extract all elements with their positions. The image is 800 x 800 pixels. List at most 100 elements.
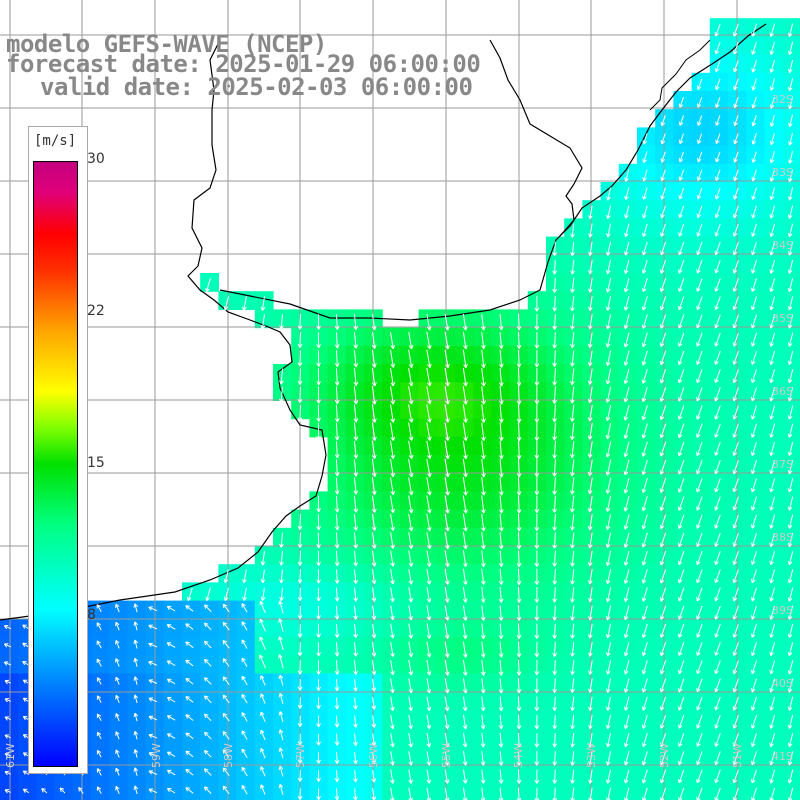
wind-arrow — [390, 495, 396, 514]
wind-arrow — [334, 550, 340, 567]
wind-arrow — [166, 751, 176, 758]
wind-arrow — [714, 714, 721, 729]
wind-arrow — [605, 605, 612, 621]
wind-arrow — [787, 241, 794, 256]
longitude-label: 54W — [512, 743, 525, 768]
wind-arrow — [696, 587, 703, 602]
wind-arrow — [516, 568, 522, 585]
wind-arrow — [516, 714, 522, 730]
wind-arrow — [498, 477, 504, 496]
wind-arrow — [133, 785, 139, 795]
latitude-label: 37S — [772, 458, 793, 471]
wind-arrow — [426, 313, 432, 331]
wind-arrow — [408, 659, 414, 676]
wind-arrow — [390, 349, 396, 368]
wind-arrow — [787, 769, 794, 784]
wind-arrow — [534, 440, 540, 459]
wind-arrow — [641, 605, 648, 620]
wind-arrow — [732, 314, 739, 329]
wind-arrow — [660, 151, 666, 163]
wind-arrow — [552, 259, 558, 275]
wind-arrow — [498, 513, 504, 532]
wind-arrow — [426, 495, 432, 514]
wind-arrow — [444, 532, 450, 550]
wind-arrow — [641, 350, 648, 366]
wind-arrow — [241, 766, 248, 777]
wind-arrow — [534, 459, 540, 477]
wind-arrow — [751, 260, 757, 274]
wind-arrow — [480, 696, 486, 712]
wind-arrow — [659, 478, 667, 493]
wind-arrow — [769, 296, 776, 311]
wind-arrow — [462, 696, 468, 712]
wind-arrow — [534, 550, 540, 567]
wind-arrow — [353, 697, 358, 710]
wind-arrow — [587, 514, 593, 531]
wind-arrow — [570, 532, 575, 549]
wind-arrow — [353, 459, 359, 477]
wind-arrow — [570, 223, 575, 238]
wind-arrow — [166, 642, 176, 648]
wind-arrow — [278, 747, 284, 759]
wind-arrow — [659, 769, 667, 784]
wind-arrow — [148, 624, 158, 630]
wind-arrow — [788, 78, 794, 92]
wind-arrow — [787, 460, 794, 475]
wind-arrow — [444, 751, 450, 766]
wind-arrow — [241, 621, 248, 631]
wind-arrow — [677, 350, 685, 366]
wind-arrow — [696, 350, 703, 365]
wind-arrow — [462, 550, 468, 568]
wind-arrow — [660, 133, 666, 145]
wind-arrow — [732, 478, 739, 493]
wind-arrow — [297, 642, 303, 657]
wind-arrow — [570, 623, 575, 639]
wind-arrow — [769, 587, 776, 602]
wind-arrow — [297, 624, 303, 638]
wind-arrow — [787, 496, 794, 511]
wind-arrow — [534, 623, 540, 639]
wind-arrow — [278, 674, 284, 686]
wind-arrow — [408, 367, 414, 387]
wind-arrow — [570, 404, 575, 422]
wind-arrow — [605, 404, 612, 422]
wind-arrow — [390, 440, 396, 460]
wind-arrow — [426, 477, 432, 496]
longitude-label: 53W — [585, 743, 598, 768]
wind-arrow — [787, 532, 794, 548]
wind-arrow — [353, 368, 359, 386]
wind-arrow — [480, 769, 486, 784]
wind-arrow — [426, 349, 432, 369]
wind-arrow — [444, 422, 450, 441]
wind-arrow — [353, 514, 359, 531]
wind-arrow — [408, 422, 414, 441]
wind-arrow — [641, 332, 648, 348]
wind-arrow — [696, 387, 703, 402]
wind-arrow — [480, 659, 486, 676]
wind-arrow — [605, 296, 612, 311]
wind-arrow — [534, 587, 540, 603]
wind-cell — [163, 782, 183, 800]
wind-arrow — [278, 618, 284, 632]
wind-arrow — [733, 133, 739, 145]
wind-arrow — [334, 514, 340, 531]
wind-arrow — [623, 587, 630, 602]
wind-arrow — [148, 606, 158, 612]
latitude-label: 32S — [772, 93, 793, 106]
latitude-label: 40S — [772, 677, 793, 690]
wind-arrow — [588, 587, 593, 603]
wind-arrow — [641, 532, 648, 548]
wind-arrow — [260, 766, 266, 777]
wind-arrow — [260, 784, 266, 795]
wind-arrow — [623, 496, 630, 512]
wind-arrow — [353, 349, 359, 368]
wind-arrow — [390, 714, 395, 730]
wind-arrow — [534, 331, 540, 349]
wind-arrow — [185, 623, 194, 630]
wind-arrow — [733, 151, 739, 163]
wind-arrow — [732, 387, 739, 402]
wind-arrow — [623, 386, 630, 403]
wind-arrow — [606, 733, 611, 748]
wind-arrow — [769, 114, 775, 127]
wind-arrow — [408, 513, 414, 532]
